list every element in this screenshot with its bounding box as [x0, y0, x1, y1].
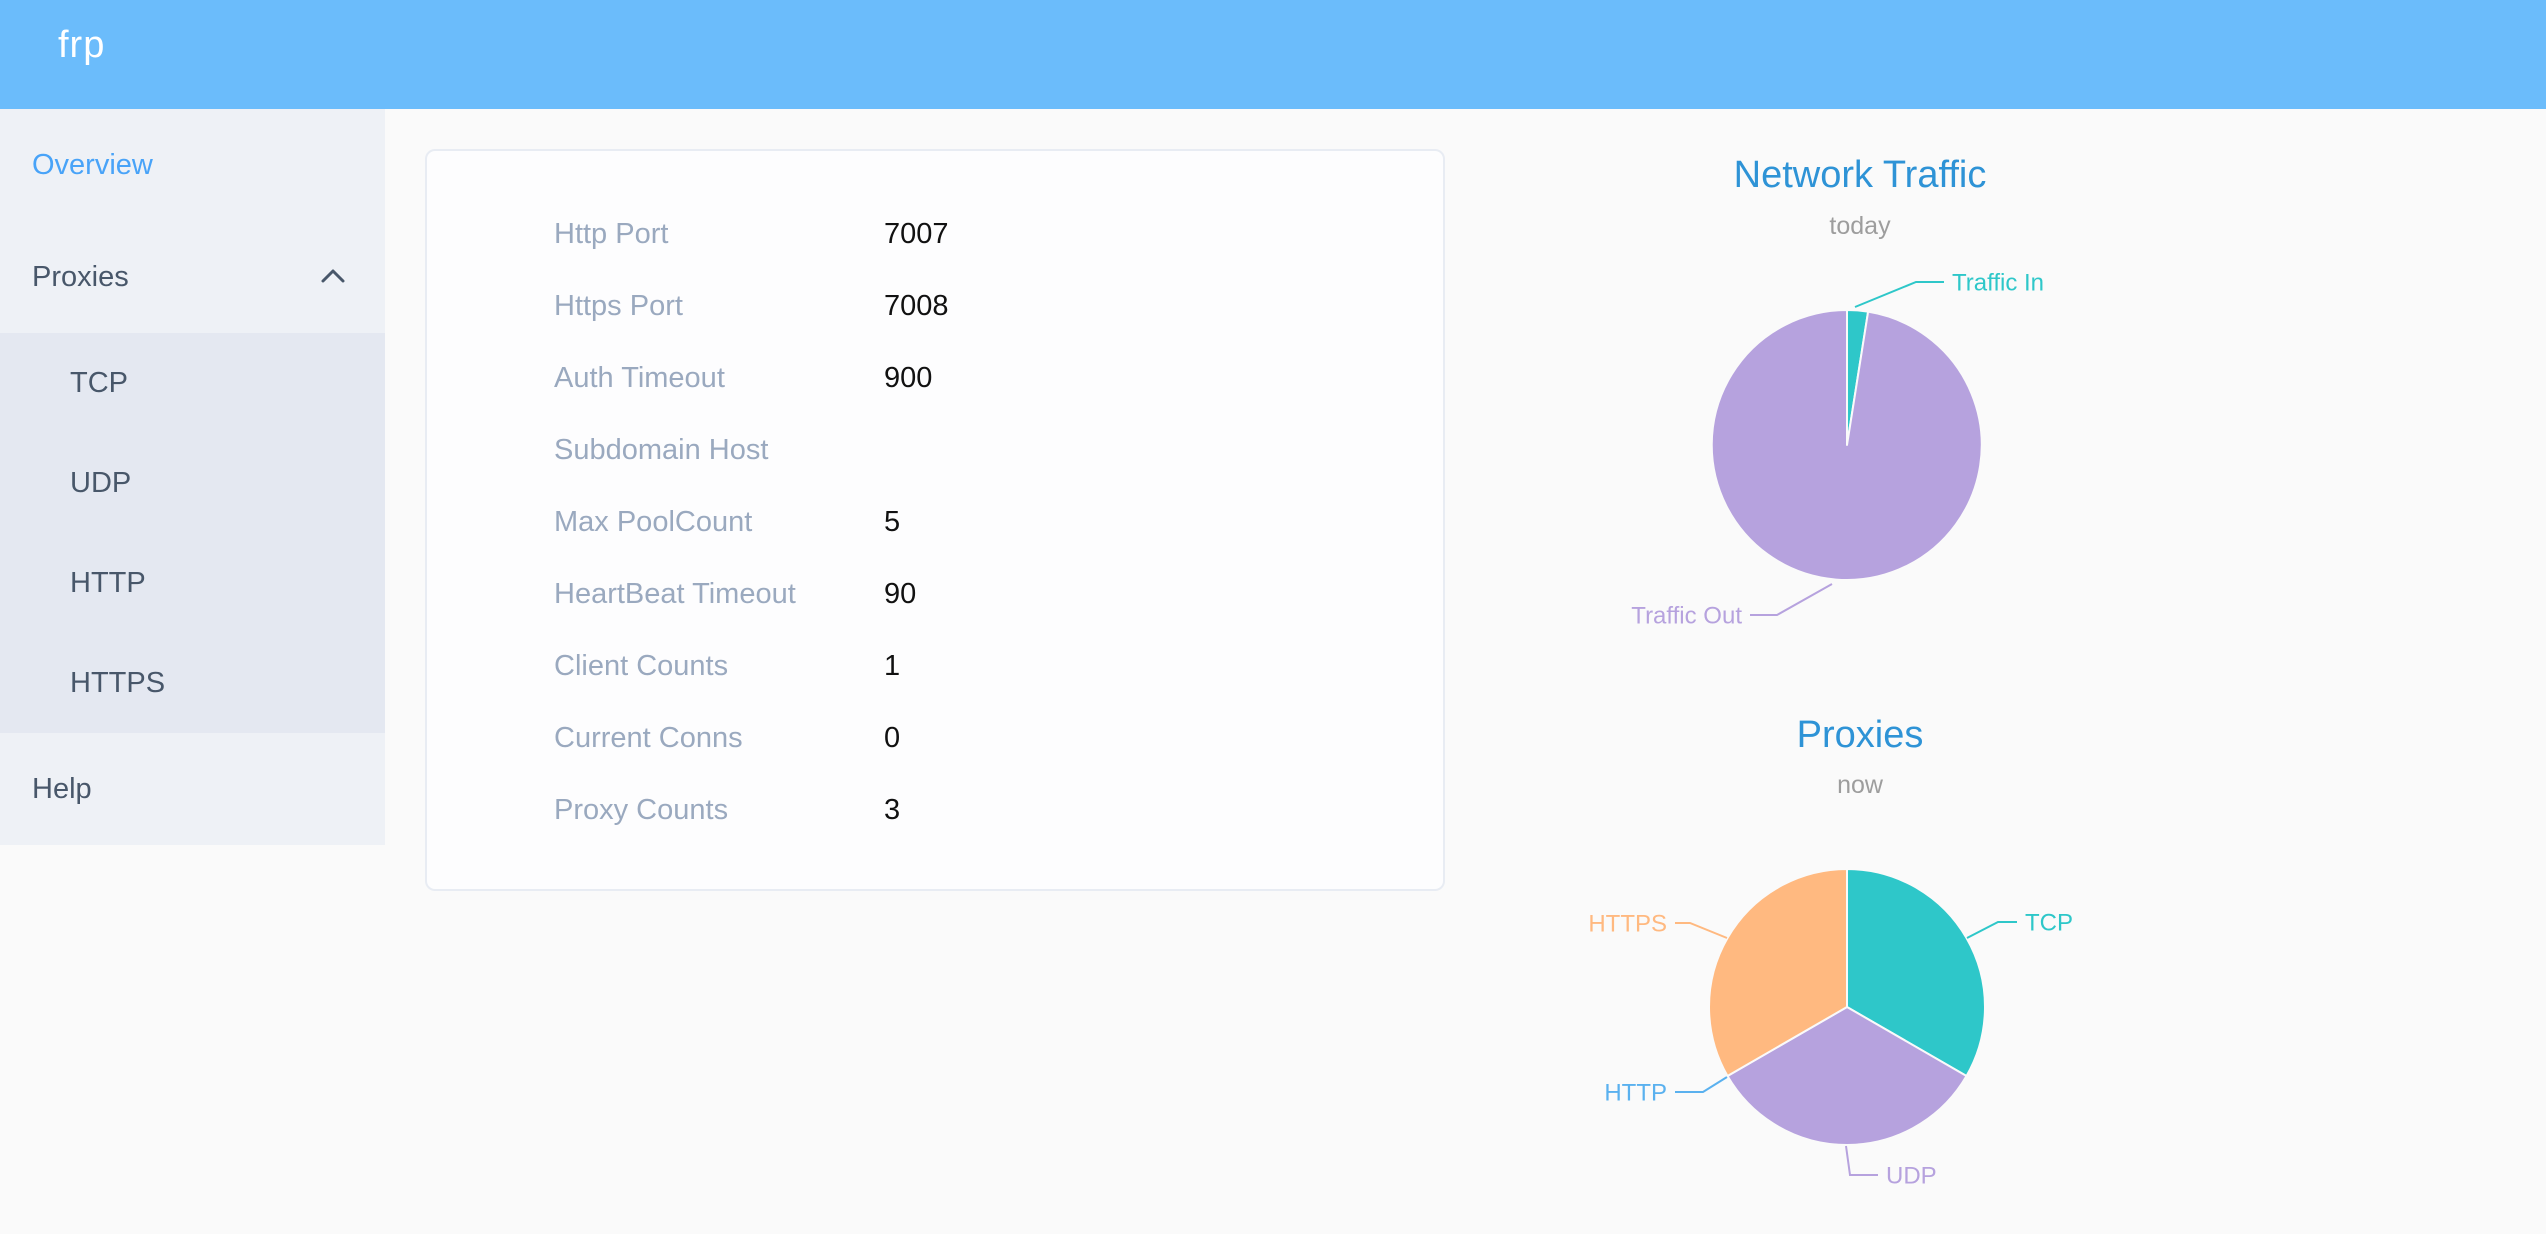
- config-row-http-port: Http Port 7007: [427, 198, 1443, 270]
- pie-label-line-http: [1675, 1076, 1728, 1093]
- app-logo[interactable]: frp: [58, 24, 106, 66]
- config-row-current-conns: Current Conns 0: [427, 702, 1443, 774]
- sidebar-subitem-https[interactable]: HTTPS: [70, 667, 166, 699]
- config-value: 3: [884, 793, 901, 826]
- config-value: 7007: [884, 217, 949, 250]
- config-value: 900: [884, 361, 933, 394]
- sidebar-subitem-http[interactable]: HTTP: [70, 567, 146, 599]
- pie-label-tcp: TCP: [2025, 909, 2073, 936]
- app-header: frp: [0, 0, 2546, 109]
- network-traffic-pie-chart: Traffic In Traffic Out: [1631, 269, 2044, 629]
- config-row-https-port: Https Port 7008: [427, 270, 1443, 342]
- pie-slice-https[interactable]: [1708, 868, 1848, 1077]
- sidebar-subitem-tcp[interactable]: TCP: [70, 367, 128, 399]
- chevron-up-icon: [319, 221, 347, 333]
- pie-slice-traffic-out[interactable]: [1710, 309, 1983, 581]
- sidebar-item-proxies-label: Proxies: [32, 261, 129, 293]
- server-info-rows: Http Port 7007 Https Port 7008 Auth Timeout 9…: [427, 151, 1443, 846]
- sidebar-submenu-proxies: TCP UDP HTTP HTTPS: [0, 333, 385, 733]
- config-label: HeartBeat Timeout: [554, 577, 796, 610]
- config-label: Https Port: [554, 289, 683, 322]
- proxies-pie-chart: TCP UDP HTTP HTTPS: [1588, 868, 2073, 1189]
- config-row-heartbeat-timeout: HeartBeat Timeout 90: [427, 558, 1443, 630]
- sidebar-item-overview-label: Overview: [32, 149, 153, 181]
- config-label: Client Counts: [554, 649, 729, 682]
- pie-label-line-traffic-in: [1854, 281, 1944, 308]
- config-label: Subdomain Host: [554, 433, 769, 466]
- pie-label-traffic-out: Traffic Out: [1631, 602, 1742, 629]
- config-value: 0: [884, 721, 901, 754]
- sidebar-subitem-udp[interactable]: UDP: [70, 467, 132, 499]
- server-info-card: Http Port 7007 Https Port 7008 Auth Timeout 9…: [425, 149, 1445, 891]
- pie-label-line-traffic-out: [1750, 583, 1833, 616]
- config-row-client-counts: Client Counts 1: [427, 630, 1443, 702]
- config-row-auth-timeout: Auth Timeout 900: [427, 342, 1443, 414]
- pie-label-http: HTTP: [1604, 1079, 1667, 1106]
- pie-slice-udp[interactable]: [1726, 1006, 1968, 1146]
- config-value: 7008: [884, 289, 949, 322]
- pie-label-line-tcp: [1966, 921, 2017, 939]
- chart-subtitle-network-traffic: today: [1829, 212, 1891, 240]
- sidebar: Overview Proxies TCP UDP HTTP HTTPS Help: [0, 109, 385, 845]
- config-label: Max PoolCount: [554, 505, 753, 538]
- chart-title-proxies: Proxies: [1796, 714, 1924, 756]
- chart-title-network-traffic: Network Traffic: [1733, 154, 1987, 196]
- pie-label-udp: UDP: [1886, 1162, 1937, 1189]
- config-label: Auth Timeout: [554, 361, 725, 394]
- chart-subtitle-proxies: now: [1837, 771, 1883, 799]
- config-row-subdomain-host: Subdomain Host: [427, 414, 1443, 486]
- pie-label-traffic-in: Traffic In: [1952, 269, 2044, 296]
- pie-slice-tcp[interactable]: [1846, 868, 1986, 1077]
- sidebar-item-help-label: Help: [32, 773, 92, 805]
- sidebar-item-proxies[interactable]: Proxies: [0, 221, 385, 333]
- sidebar-item-overview[interactable]: Overview: [0, 109, 385, 221]
- config-value: 1: [884, 649, 901, 682]
- config-label: Proxy Counts: [554, 793, 729, 826]
- config-row-proxy-counts: Proxy Counts 3: [427, 774, 1443, 846]
- config-label: Current Conns: [554, 721, 743, 754]
- config-value: 5: [884, 505, 901, 538]
- config-value: 90: [884, 577, 917, 610]
- pie-label-line-https: [1675, 922, 1728, 939]
- pie-label-line-udp: [1845, 1145, 1878, 1176]
- config-row-max-poolcount: Max PoolCount 5: [427, 486, 1443, 558]
- config-label: Http Port: [554, 217, 669, 250]
- pie-label-https: HTTPS: [1588, 910, 1667, 937]
- sidebar-item-help[interactable]: Help: [0, 733, 385, 845]
